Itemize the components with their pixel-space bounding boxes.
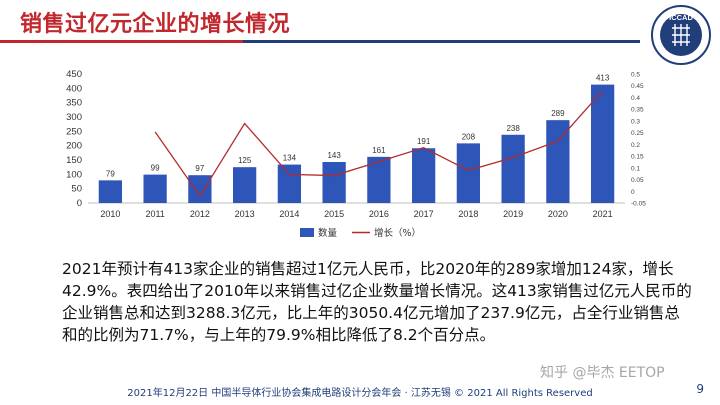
bar-data-label: 191	[417, 137, 431, 146]
watermark: 知乎 @毕杰 EETOP	[540, 365, 665, 381]
y-right-tick-label: 0.3	[631, 118, 640, 125]
y-right-tick-label: 0.15	[631, 154, 644, 161]
bar-data-label: 238	[506, 124, 520, 133]
bar	[143, 174, 167, 203]
y-left-tick-label: 300	[66, 112, 82, 123]
body-paragraph: 2021年预计有413家企业的销售超过1亿元人民币，比2020年的289家增加1…	[62, 260, 692, 344]
x-tick-label: 2016	[369, 209, 389, 219]
y-left-tick-label: 250	[66, 126, 82, 137]
y-right-tick-label: 0.25	[631, 130, 644, 137]
bar	[501, 134, 525, 203]
y-right-tick-label: 0.5	[631, 72, 640, 79]
x-tick-label: 2012	[190, 209, 210, 219]
bar	[411, 148, 436, 203]
y-left-tick-label: 450	[66, 69, 82, 80]
y-right-tick-label: 0.45	[631, 83, 644, 90]
x-tick-label: 2017	[414, 209, 434, 219]
bar-data-label: 143	[327, 151, 341, 160]
footer: 2021年12月22日 中国半导体行业协会集成电路设计分会年会 · 江苏无锡 ©…	[127, 388, 593, 399]
y-right-tick-label: -0.05	[631, 201, 646, 208]
bar	[590, 84, 615, 203]
bar-data-label: 97	[195, 164, 204, 173]
y-left-tick-label: 50	[71, 184, 82, 195]
x-tick-label: 2015	[324, 209, 344, 219]
y-left-tick-label: 150	[66, 155, 82, 166]
x-tick-label: 2019	[503, 209, 523, 219]
y-right-tick-label: 0.1	[631, 165, 640, 172]
bar	[98, 180, 123, 203]
bar-data-label: 289	[551, 109, 565, 118]
y-right-tick-label: 0.4	[631, 95, 640, 102]
iccad-logo: ICCAD	[651, 5, 711, 65]
y-left-tick-label: 350	[66, 98, 82, 109]
x-tick-label: 2011	[145, 209, 164, 219]
y-right-tick-label: 0.05	[631, 177, 644, 184]
legend-bar-swatch	[300, 228, 314, 237]
bar	[546, 120, 570, 203]
y-left-tick-label: 200	[66, 141, 82, 152]
legend-line-label: 增长（%）	[374, 227, 421, 239]
y-right-tick-label: 0.35	[631, 107, 644, 114]
chart-area: 0 50 100 150 200 250 300 350 400 450 -0.05 0 0.05 0.1…	[50, 66, 670, 246]
y-left-tick-label: 400	[66, 83, 82, 94]
bar	[188, 175, 212, 203]
slide-title: 销售过亿元企业的增长情况	[20, 12, 291, 37]
bar	[367, 156, 391, 203]
bar-data-label: 134	[283, 154, 297, 163]
svg-text:ICCAD: ICCAD	[669, 13, 693, 22]
bar	[322, 162, 346, 203]
bar	[232, 167, 257, 203]
y-right-tick-label: 0	[631, 189, 635, 196]
body-text: 2021年预计有413家企业的销售超过1亿元人民币，比2020年的289家增加1…	[62, 258, 692, 346]
x-tick-label: 2013	[235, 209, 255, 219]
bar-data-label: 99	[151, 164, 160, 173]
bar	[456, 143, 481, 203]
bar-data-label: 413	[596, 74, 610, 83]
title-divider	[0, 40, 640, 43]
bar-data-label: 161	[372, 146, 386, 155]
y-right-tick-label: 0.2	[631, 142, 640, 149]
x-tick-label: 2014	[279, 209, 299, 219]
bar-data-label: 125	[238, 156, 252, 165]
y-left-tick-label: 100	[66, 169, 82, 180]
x-tick-label: 2021	[593, 209, 613, 219]
x-tick-label: 2018	[458, 209, 478, 219]
x-tick-label: 2010	[100, 209, 120, 219]
x-tick-label: 2020	[548, 209, 568, 219]
y-left-tick-label: 0	[77, 198, 82, 209]
bar-data-label: 79	[106, 169, 115, 178]
combo-chart: 0 50 100 150 200 250 300 350 400 450 -0.05 0 0.05 0.1…	[66, 69, 646, 239]
bar-data-label: 208	[462, 132, 476, 141]
page-number: 9	[696, 382, 704, 396]
legend-bar-label: 数量	[318, 227, 338, 239]
bar	[277, 164, 302, 203]
